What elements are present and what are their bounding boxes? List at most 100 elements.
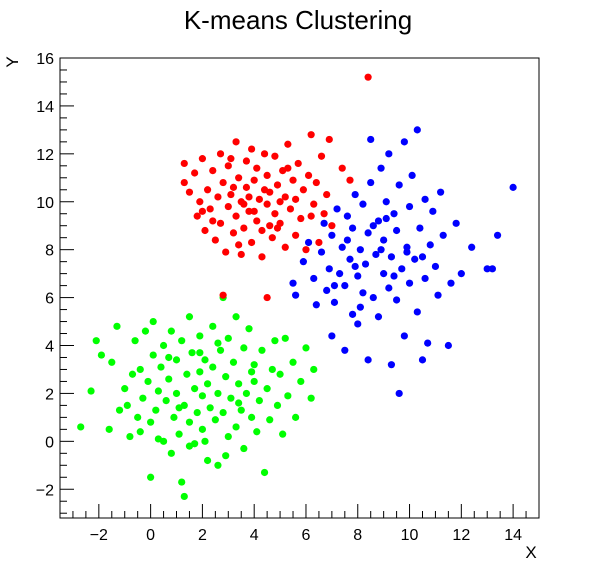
data-point xyxy=(292,291,300,299)
data-point xyxy=(92,337,100,345)
data-point xyxy=(400,138,408,146)
data-point xyxy=(273,181,282,189)
data-point xyxy=(227,155,235,163)
series-1 xyxy=(180,73,372,302)
data-point xyxy=(242,389,251,398)
data-point xyxy=(395,181,403,189)
data-point xyxy=(219,178,227,187)
data-point xyxy=(245,325,253,333)
data-point xyxy=(343,212,351,220)
data-point xyxy=(299,258,307,266)
data-point xyxy=(266,222,274,230)
data-point xyxy=(232,138,240,146)
data-point xyxy=(271,152,279,160)
data-point xyxy=(434,291,442,299)
data-point xyxy=(325,265,333,273)
data-point xyxy=(310,200,318,208)
data-point xyxy=(147,473,155,481)
data-point xyxy=(260,468,269,477)
data-point xyxy=(216,346,225,354)
data-point xyxy=(310,274,318,283)
data-point xyxy=(185,188,194,196)
x-tick-label: −2 xyxy=(90,527,108,544)
data-point xyxy=(266,416,274,424)
data-point xyxy=(418,253,427,261)
data-point xyxy=(224,334,232,342)
data-point xyxy=(405,202,414,211)
data-point xyxy=(276,370,284,378)
data-point xyxy=(209,363,217,371)
data-point xyxy=(377,246,385,254)
data-point xyxy=(367,135,375,144)
data-point xyxy=(219,408,227,417)
data-point xyxy=(136,428,144,436)
data-point xyxy=(276,198,284,206)
data-point xyxy=(297,214,305,223)
data-point xyxy=(108,358,116,366)
data-point xyxy=(281,243,289,251)
data-point xyxy=(297,377,305,386)
data-point xyxy=(255,195,263,203)
series-2 xyxy=(289,126,517,398)
data-point xyxy=(320,219,328,227)
data-point xyxy=(214,461,222,469)
data-point xyxy=(222,452,230,460)
data-point xyxy=(229,358,238,366)
data-point xyxy=(416,224,424,232)
data-point xyxy=(224,202,232,211)
data-point xyxy=(159,341,168,350)
data-point xyxy=(390,210,398,218)
data-point xyxy=(248,238,256,247)
data-point xyxy=(198,155,207,163)
data-point xyxy=(268,365,276,374)
data-point xyxy=(180,178,188,187)
data-point xyxy=(214,389,222,398)
data-point xyxy=(421,195,429,203)
data-point xyxy=(191,385,199,393)
data-point xyxy=(315,238,323,247)
data-point xyxy=(289,358,297,366)
data-point xyxy=(382,214,390,223)
data-point xyxy=(307,394,315,402)
data-point xyxy=(258,226,266,235)
y-tick-label: −2 xyxy=(36,482,54,499)
x-tick-label: 14 xyxy=(504,527,522,544)
data-point xyxy=(359,200,367,208)
data-point xyxy=(97,351,106,359)
data-point xyxy=(392,226,401,235)
data-point xyxy=(304,171,313,179)
data-point xyxy=(248,145,256,153)
data-point xyxy=(424,339,432,347)
data-point xyxy=(175,430,183,438)
data-point xyxy=(374,313,383,321)
data-point xyxy=(121,385,129,393)
data-point xyxy=(154,435,162,443)
data-point xyxy=(284,392,292,400)
data-point xyxy=(405,279,414,287)
data-point xyxy=(289,176,297,184)
data-point xyxy=(222,248,230,256)
data-point xyxy=(395,389,403,398)
data-point xyxy=(245,207,253,215)
x-tick-label: 6 xyxy=(302,527,311,544)
data-point xyxy=(361,260,370,268)
data-point xyxy=(149,351,157,359)
data-point xyxy=(240,344,248,352)
data-point xyxy=(147,418,155,426)
data-point xyxy=(369,222,377,230)
data-point xyxy=(279,430,287,438)
data-point xyxy=(317,248,326,256)
data-point xyxy=(328,222,336,230)
data-point xyxy=(284,164,292,172)
data-point xyxy=(201,437,209,445)
data-point xyxy=(263,385,271,393)
data-point xyxy=(413,308,421,316)
data-point xyxy=(115,406,124,414)
data-point xyxy=(359,289,367,297)
y-tick-label: 10 xyxy=(36,195,54,212)
data-point xyxy=(198,425,207,433)
data-point xyxy=(364,73,372,81)
data-point xyxy=(126,432,134,441)
y-tick-label: 2 xyxy=(45,386,54,403)
data-point xyxy=(387,253,396,261)
